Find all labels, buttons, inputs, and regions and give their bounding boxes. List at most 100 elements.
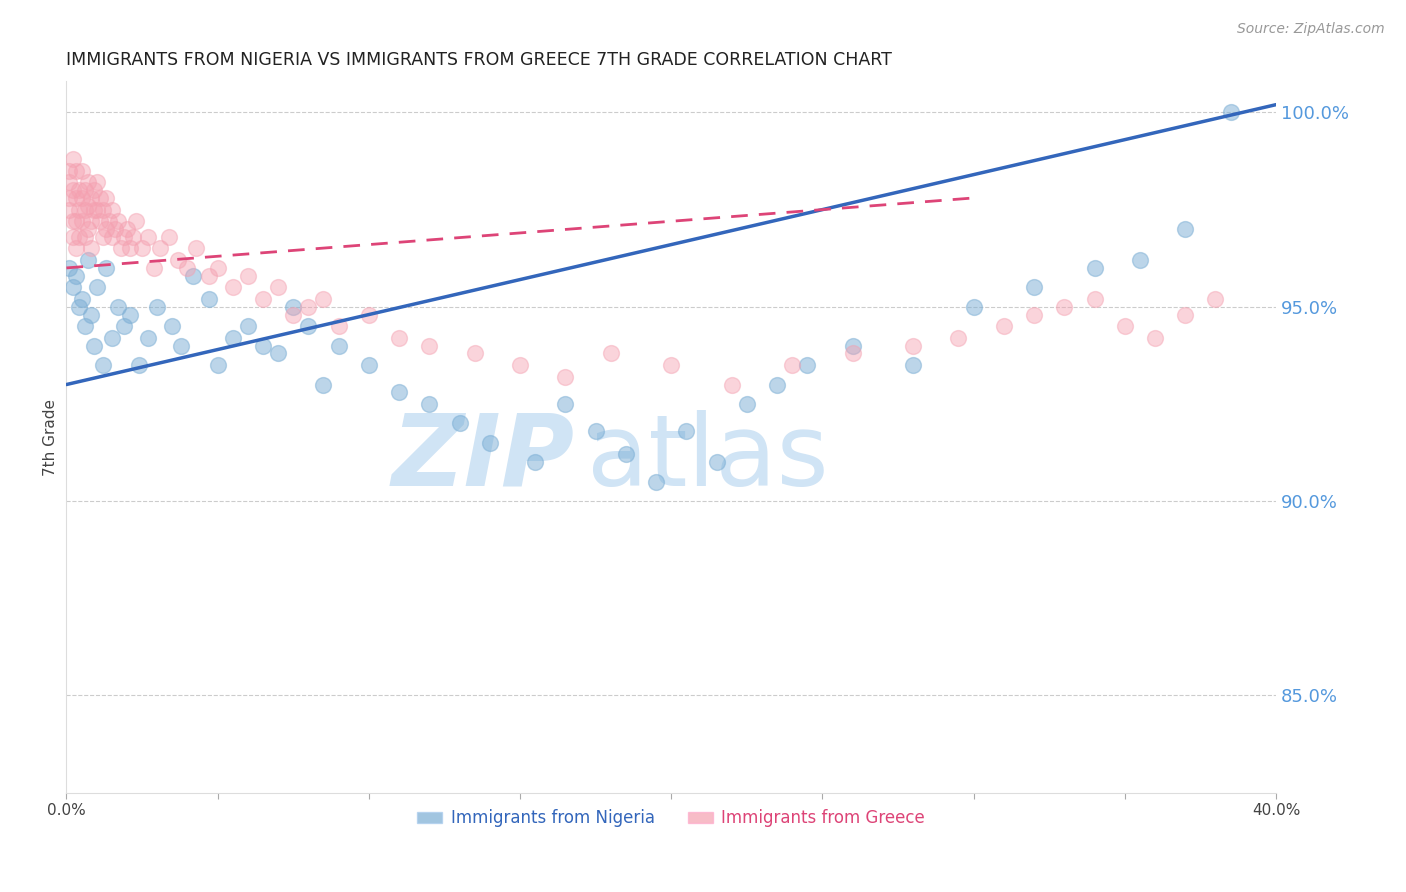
Point [599,346,621,360]
Text: IMMIGRANTS FROM NIGERIA VS IMMIGRANTS FROM GREECE 7TH GRADE CORRELATION CHART: IMMIGRANTS FROM NIGERIA VS IMMIGRANTS FR… [66,51,893,69]
Point [70,214,93,228]
Point [115,222,138,236]
Point [312,377,335,392]
Point [107,214,129,228]
Point [86,202,108,217]
Point [418,397,440,411]
Point [67,183,90,197]
Point [67,202,90,217]
Point [104,222,127,236]
Point [766,377,789,392]
Point [79,191,101,205]
Point [89,214,111,228]
Point [252,292,274,306]
Point [1022,308,1045,322]
Point [58,202,80,217]
Point [62,214,84,228]
Point [283,300,305,314]
Point [1219,105,1241,120]
Point [86,280,108,294]
Point [79,214,101,228]
Point [65,214,87,228]
Point [65,163,87,178]
Point [170,339,193,353]
Point [509,358,531,372]
Point [236,268,259,283]
Point [67,229,90,244]
Point [73,183,96,197]
Point [58,191,80,205]
Point [1022,280,1045,294]
Point [125,214,148,228]
Point [1083,292,1105,306]
Point [157,229,180,244]
Point [83,339,105,353]
Point [167,253,190,268]
Point [101,331,124,345]
Point [73,229,96,244]
Point [149,242,172,256]
Point [65,191,87,205]
Point [418,339,440,353]
Point [76,175,98,189]
Point [122,229,145,244]
Point [706,455,728,469]
Point [236,319,259,334]
Point [136,331,159,345]
Point [94,191,117,205]
Point [70,191,93,205]
Point [143,260,166,275]
Point [76,222,98,236]
Point [297,319,319,334]
Text: atlas: atlas [586,409,828,507]
Point [312,292,335,306]
Point [65,242,87,256]
Y-axis label: 7th Grade: 7th Grade [44,399,58,475]
Point [162,319,184,334]
Point [67,300,90,314]
Legend: Immigrants from Nigeria, Immigrants from Greece: Immigrants from Nigeria, Immigrants from… [411,803,932,834]
Point [585,424,607,438]
Point [118,308,141,322]
Point [283,308,305,322]
Point [91,229,114,244]
Point [1129,253,1152,268]
Point [267,346,290,360]
Point [58,260,80,275]
Point [73,319,96,334]
Point [1114,319,1136,334]
Point [94,260,117,275]
Point [297,300,319,314]
Point [207,260,229,275]
Point [112,319,135,334]
Point [76,199,98,213]
Point [91,358,114,372]
Point [86,175,108,189]
Point [464,346,486,360]
Point [357,308,380,322]
Point [735,397,758,411]
Point [645,475,668,489]
Text: Source: ZipAtlas.com: Source: ZipAtlas.com [1237,22,1385,37]
Point [252,339,274,353]
Point [841,346,863,360]
Point [675,424,697,438]
Point [58,175,80,189]
Point [70,163,93,178]
Point [1174,308,1197,322]
Point [94,222,117,236]
Point [89,191,111,205]
Point [357,358,380,372]
Point [101,202,124,217]
Point [146,300,169,314]
Point [962,300,984,314]
Point [197,292,219,306]
Point [222,280,245,294]
Point [186,242,208,256]
Point [901,358,924,372]
Point [720,377,742,392]
Point [183,268,205,283]
Point [948,331,970,345]
Point [901,339,924,353]
Point [62,152,84,166]
